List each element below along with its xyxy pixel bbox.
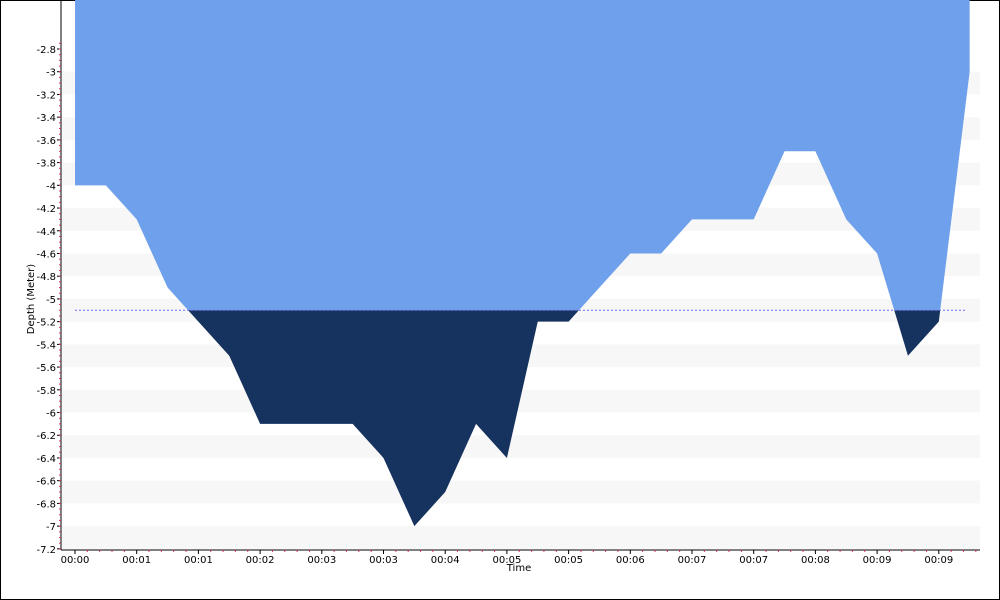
y-tick-label: -3.2 [36, 90, 56, 101]
y-tick-label: -6 [46, 409, 56, 420]
grid-band [62, 526, 980, 549]
x-tick-label: 00:05 [554, 555, 583, 566]
grid-band [62, 480, 980, 504]
x-tick-label: 00:03 [369, 555, 398, 566]
y-tick-label: -6.6 [36, 477, 56, 488]
x-tick-label: 00:02 [246, 555, 275, 566]
y-tick-label: -6.2 [36, 431, 56, 442]
x-tick-label: 00:01 [122, 555, 151, 566]
area-below-threshold [188, 310, 941, 527]
y-tick-label: -5.4 [36, 340, 56, 351]
y-tick-label: -3.4 [36, 113, 56, 124]
y-tick-label: -5.6 [36, 363, 56, 374]
x-tick-label: 00:01 [184, 555, 213, 566]
y-tick-label: -7 [46, 522, 56, 533]
x-tick-label: 00:05 [492, 555, 521, 566]
x-tick-label: 00:06 [616, 555, 645, 566]
x-tick-label: 00:00 [61, 555, 90, 566]
y-tick-label: -6.4 [36, 454, 56, 465]
y-tick-label: -3 [46, 68, 56, 79]
y-axis-title: Depth (Meter) [26, 264, 37, 335]
y-tick-label: -2.8 [36, 45, 56, 56]
x-tick-label: 00:03 [307, 555, 336, 566]
y-tick-label: -5.2 [36, 318, 56, 329]
grid-band [62, 435, 980, 458]
y-tick-label: -5.8 [36, 386, 56, 397]
y-tick-label: -7.2 [36, 545, 56, 556]
y-tick-label: -3.6 [36, 136, 56, 147]
x-tick-label: 00:04 [431, 555, 460, 566]
y-tick-label: -4.4 [36, 227, 56, 238]
x-tick-label: 00:09 [863, 555, 892, 566]
y-tick-label: -4 [46, 181, 56, 192]
y-tick-label: -3.8 [36, 159, 56, 170]
x-tick-label: 00:08 [801, 555, 830, 566]
x-tick-label: 00:07 [739, 555, 768, 566]
x-axis-title: Time [506, 563, 531, 574]
y-tick-label: -4.6 [36, 249, 56, 260]
x-tick-label: 00:07 [678, 555, 707, 566]
y-tick-label: -4.8 [36, 272, 56, 283]
x-tick-label: 00:09 [924, 555, 953, 566]
y-tick-label: -5 [46, 295, 56, 306]
y-tick-label: -6.8 [36, 499, 56, 510]
area-above-threshold [75, 0, 970, 311]
y-tick-label: -4.2 [36, 204, 56, 215]
